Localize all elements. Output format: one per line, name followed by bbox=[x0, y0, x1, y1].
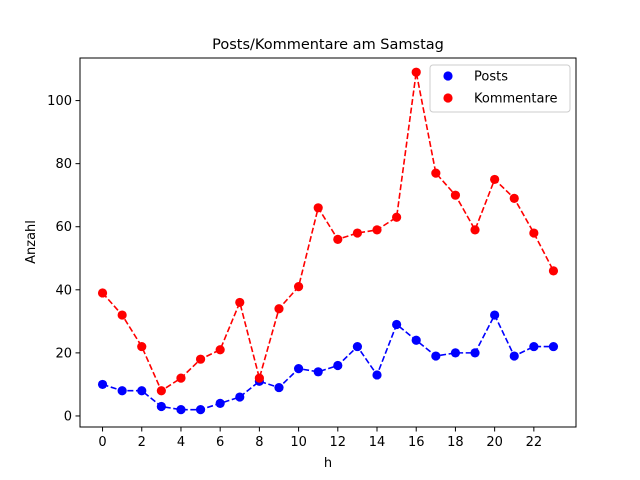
series-point-0-14 bbox=[372, 370, 382, 380]
x-tick-label-7: 14 bbox=[369, 435, 386, 450]
series-point-0-21 bbox=[509, 351, 519, 361]
y-tick-label-2: 40 bbox=[55, 283, 72, 298]
series-point-0-9 bbox=[274, 382, 284, 393]
series-point-1-1 bbox=[117, 310, 127, 320]
y-tick-label-4: 80 bbox=[55, 157, 72, 172]
series-point-1-2 bbox=[137, 341, 147, 352]
series-point-0-17 bbox=[431, 351, 441, 361]
x-tick-label-6: 12 bbox=[330, 435, 347, 450]
series-point-0-18 bbox=[450, 348, 461, 358]
x-tick-label-11: 22 bbox=[526, 435, 543, 450]
x-tick-label-2: 4 bbox=[177, 435, 185, 450]
series-point-1-17 bbox=[431, 168, 441, 178]
y-tick-label-0: 0 bbox=[64, 409, 72, 424]
series-1 bbox=[97, 67, 559, 396]
y-axis-label: Anzahl bbox=[24, 220, 39, 264]
series-point-1-6 bbox=[215, 345, 225, 355]
series-point-1-21 bbox=[509, 193, 519, 203]
series-point-1-23 bbox=[548, 266, 559, 276]
series-point-1-18 bbox=[450, 190, 461, 200]
series-layer bbox=[97, 67, 559, 415]
series-point-0-6 bbox=[215, 398, 225, 408]
series-point-1-13 bbox=[352, 228, 363, 238]
x-tick-label-10: 20 bbox=[486, 435, 503, 450]
series-point-0-7 bbox=[235, 392, 245, 402]
series-point-0-0 bbox=[97, 379, 108, 390]
chart-title: Posts/Kommentare am Samstag bbox=[212, 37, 444, 53]
axes-layer: 0 2 4 6 8 10 12 14 16 18 20 22 0 20 40 60 80 100 bbox=[47, 57, 577, 450]
x-tick-label-9: 18 bbox=[447, 435, 464, 450]
series-point-1-5 bbox=[195, 354, 206, 364]
series-point-1-0 bbox=[97, 288, 108, 298]
series-point-0-11 bbox=[313, 367, 323, 377]
series-point-0-10 bbox=[293, 364, 304, 374]
series-point-1-20 bbox=[490, 174, 500, 185]
x-tick-label-1: 2 bbox=[138, 435, 146, 450]
series-point-0-12 bbox=[333, 360, 343, 371]
series-point-1-22 bbox=[529, 228, 539, 238]
legend: Posts Kommentare bbox=[429, 64, 571, 113]
series-point-0-13 bbox=[352, 341, 363, 352]
y-tick-label-5: 100 bbox=[47, 94, 72, 109]
legend-label-0: Posts bbox=[474, 70, 508, 85]
series-point-0-15 bbox=[392, 319, 402, 330]
series-point-0-2 bbox=[137, 386, 147, 396]
series-point-0-19 bbox=[470, 348, 480, 358]
x-axis-label: h bbox=[324, 456, 332, 471]
series-point-1-9 bbox=[274, 304, 284, 314]
series-point-0-1 bbox=[117, 386, 127, 396]
legend-label-1: Kommentare bbox=[474, 92, 558, 107]
x-tick-label-0: 0 bbox=[98, 435, 106, 450]
plot-frame bbox=[79, 57, 577, 428]
series-point-0-4 bbox=[176, 405, 186, 415]
series-point-0-23 bbox=[548, 341, 559, 352]
series-point-1-15 bbox=[392, 212, 402, 222]
x-tick-label-3: 6 bbox=[216, 435, 224, 450]
series-point-0-16 bbox=[411, 335, 421, 345]
series-point-1-4 bbox=[176, 373, 186, 383]
series-point-0-3 bbox=[156, 401, 166, 412]
series-point-0-5 bbox=[195, 405, 206, 415]
series-point-1-14 bbox=[372, 225, 382, 235]
series-point-1-7 bbox=[235, 297, 245, 308]
y-tick-label-1: 20 bbox=[55, 346, 72, 361]
series-point-1-8 bbox=[254, 373, 264, 383]
y-tick-label-3: 60 bbox=[55, 220, 72, 235]
series-point-1-10 bbox=[293, 282, 304, 292]
series-point-1-16 bbox=[411, 67, 421, 77]
series-point-0-22 bbox=[529, 341, 539, 352]
series-point-0-20 bbox=[490, 310, 500, 320]
legend-marker-0 bbox=[443, 71, 453, 81]
x-tick-label-4: 8 bbox=[255, 435, 263, 450]
series-point-1-19 bbox=[470, 225, 480, 235]
series-point-1-11 bbox=[313, 203, 323, 213]
x-tick-label-5: 10 bbox=[290, 435, 307, 450]
x-tick-label-8: 16 bbox=[408, 435, 425, 450]
legend-marker-1 bbox=[443, 93, 453, 103]
series-0 bbox=[97, 310, 559, 415]
series-point-1-3 bbox=[156, 386, 166, 396]
legend-box bbox=[429, 64, 571, 113]
series-point-1-12 bbox=[333, 234, 343, 244]
